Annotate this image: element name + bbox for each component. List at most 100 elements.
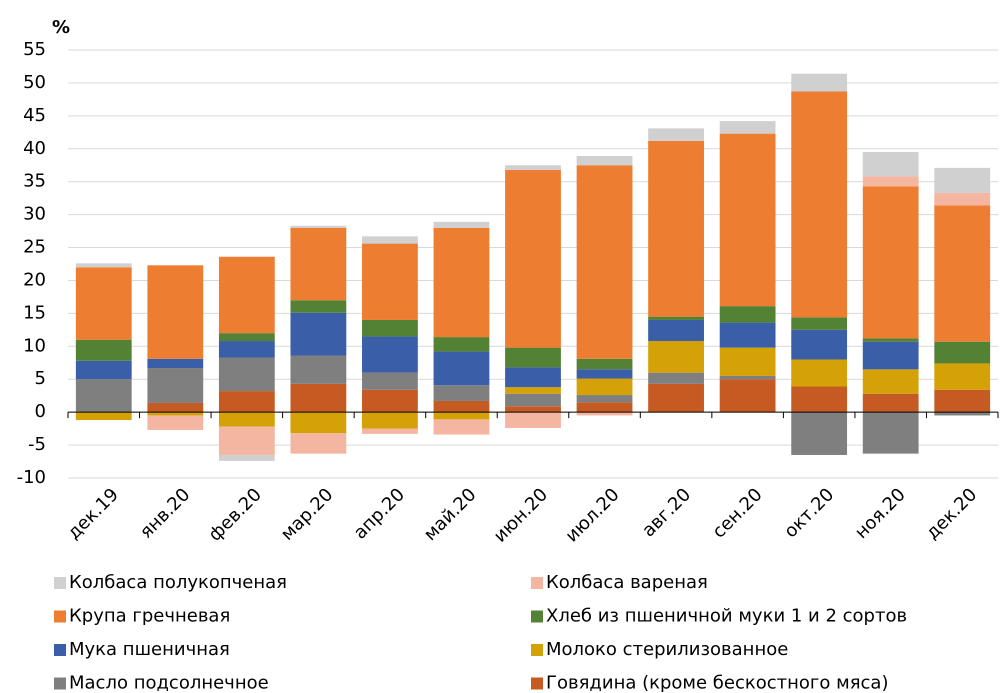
bar-segment [648,341,704,373]
bar-segment [147,415,204,430]
x-tick-label: июн.20 [490,484,552,546]
bar-segment [576,165,633,359]
bar-segment [433,351,490,386]
y-tick-label: 10 [23,335,46,356]
bar-segment [934,205,991,342]
bar-segment [576,395,633,403]
bar-segment [75,412,132,421]
bar-segment [433,337,490,352]
bar-segment [75,379,132,413]
bar-segment [290,433,347,454]
bar-segment [147,358,204,369]
legend-label: Мука пшеничная [69,639,230,660]
bar-segment [719,133,776,307]
legend-label: Крупа гречневая [69,606,230,627]
bar-segment [75,360,132,380]
legend-label: Колбаса вареная [546,572,708,593]
x-tick-label: мар.20 [277,484,338,545]
bar-segment [290,227,347,301]
bar-segment [362,236,418,244]
legend-swatch [531,644,543,656]
y-tick-label: -10 [17,467,46,488]
x-tick-label: сен.20 [708,484,766,542]
x-tick-label: дек.19 [63,484,122,543]
bar-segment [218,333,275,342]
y-tick-label: 25 [23,237,46,258]
bar-segment [862,369,919,394]
bar-segment [147,368,204,403]
bar-segment [576,402,633,413]
bar-segment [576,156,633,166]
bar-segment [719,306,776,323]
bar-segment [862,152,919,177]
bar-segment [218,357,275,392]
bar-segment [505,367,561,388]
bar-segment [862,176,919,187]
bar-segment [719,347,776,376]
bar-segment [648,316,704,320]
bar-segment [433,221,490,228]
bar-segment [433,419,490,435]
bar-segment [290,300,347,313]
bar-segment [934,341,991,364]
bar-segment [719,379,776,413]
bar-segment [648,372,704,384]
legend-swatch [531,577,543,589]
bar-segment [791,359,848,387]
bar-segment [862,186,919,339]
y-tick-label: 40 [23,138,46,159]
y-tick-label: 35 [23,171,46,192]
bar-segment [576,412,633,416]
bar-segment [934,167,991,193]
bar-segment [75,267,132,340]
bar-segment [791,412,848,455]
bar-segment [290,412,347,434]
legend-swatch [54,677,66,690]
bar-segment [75,339,132,361]
bar-segment [362,372,418,390]
legend-swatch [531,677,543,690]
legend-swatch [54,610,66,623]
bar-segment [362,243,418,320]
bar-segment [934,389,991,413]
bar-segment [648,319,704,342]
bar-segment [505,165,561,170]
x-tick-label: дек.20 [922,484,981,543]
bar-segment [719,375,776,380]
bar-segment [791,91,848,318]
bar-segment [218,391,275,413]
bar-segment [576,378,633,396]
bar-segment [147,412,204,416]
bar-segment [362,428,418,434]
bar-segment [290,355,347,384]
legend-label: Масло подсолнечное [69,673,269,693]
bar-segment [934,192,991,206]
bar-segment [147,402,204,413]
bar-segment [505,393,561,407]
bar-segment [576,358,633,370]
bar-segment [648,140,704,317]
bar-segment [862,341,919,370]
bar-segment [362,319,418,337]
bar-segment [791,329,848,360]
x-tick-label: авг.20 [638,484,695,541]
bar-segment [433,385,490,401]
y-tick-label: 55 [23,39,46,60]
bar-segment [290,312,347,356]
bar-segment [218,256,275,334]
bar-segment [147,265,204,359]
bar-segment [433,400,490,413]
y-tick-label: 30 [23,204,46,225]
bar-segment [505,412,561,428]
y-tick-label: 50 [23,72,46,93]
bar-segment [791,73,848,92]
x-tick-label: апр.20 [350,484,409,543]
legend-label: Колбаса полукопченая [69,572,287,593]
x-tick-label: фев.20 [205,484,266,545]
legend-label: Хлеб из пшеничной муки 1 и 2 сортов [546,606,907,627]
bar-segment [862,338,919,342]
y-tick-label: 5 [35,368,46,389]
legend-swatch [531,610,543,623]
bar-segment [75,263,132,268]
